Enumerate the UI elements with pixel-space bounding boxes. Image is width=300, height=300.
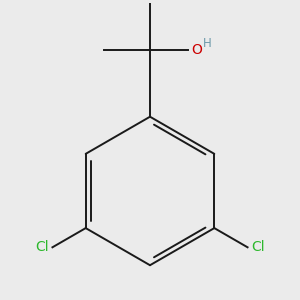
- Text: Cl: Cl: [35, 240, 49, 254]
- Text: O: O: [191, 43, 202, 57]
- Text: Cl: Cl: [251, 240, 265, 254]
- Text: H: H: [203, 37, 212, 50]
